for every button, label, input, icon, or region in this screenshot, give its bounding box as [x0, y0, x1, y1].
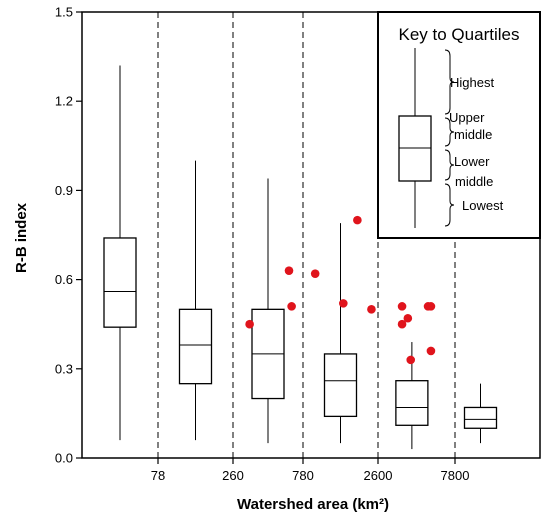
y-tick-label: 1.5 — [55, 5, 73, 20]
outlier-point — [245, 319, 254, 329]
x-axis: 78 260 780 2600 7800 — [151, 458, 470, 483]
key-title: Key to Quartiles — [399, 25, 520, 44]
brace-lower-middle — [444, 149, 455, 181]
brace-highest — [444, 49, 455, 115]
box — [463, 383, 498, 444]
outlier-point — [426, 302, 436, 311]
x-tick-label: 780 — [292, 468, 314, 483]
box-body — [323, 353, 358, 418]
y-axis: 0.0 0.3 0.6 0.9 1.2 1.5 — [55, 5, 82, 466]
outlier-point — [403, 313, 413, 323]
outlier-point — [353, 215, 362, 225]
box-body — [103, 237, 137, 328]
y-tick-label: 0.9 — [55, 183, 73, 198]
x-axis-title: Watershed area (km²) — [237, 496, 389, 513]
box-body — [395, 380, 429, 426]
outlier-point — [426, 346, 436, 356]
brace-upper-middle — [444, 117, 455, 147]
box-body — [463, 406, 498, 429]
key-label-highest: Highest — [450, 75, 494, 90]
box — [251, 178, 285, 444]
box — [395, 342, 429, 450]
x-tick-label: 7800 — [441, 468, 470, 483]
box — [178, 160, 213, 441]
box — [323, 223, 358, 444]
boxes — [103, 65, 498, 450]
y-tick-label: 1.2 — [55, 94, 73, 109]
y-axis-title: R-B index — [13, 202, 30, 273]
x-tick-label: 78 — [151, 468, 165, 483]
outlier-point — [339, 299, 348, 308]
key-label-upper-middle: Upper middle — [449, 110, 492, 142]
outlier-point — [397, 319, 407, 329]
x-tick-label: 260 — [222, 468, 244, 483]
key-label-lowest: Lowest — [462, 198, 504, 213]
outlier-point — [397, 302, 407, 311]
outlier-points — [245, 215, 436, 365]
outlier-point — [287, 302, 296, 311]
outlier-point — [367, 305, 376, 314]
box — [103, 65, 137, 441]
outlier-point — [284, 266, 294, 275]
quartile-key: Key to Quartiles Highest Upper middle Lower m… — [377, 11, 541, 239]
y-tick-label: 0.0 — [55, 451, 73, 466]
brace-lowest — [444, 183, 455, 227]
y-tick-label: 0.6 — [55, 272, 73, 287]
key-label-lower-middle: Lower middle — [454, 154, 493, 189]
x-tick-label: 2600 — [364, 468, 393, 483]
outlier-point — [406, 355, 416, 365]
outlier-point — [310, 269, 320, 278]
box-body — [178, 308, 213, 385]
y-tick-label: 0.3 — [55, 361, 73, 376]
